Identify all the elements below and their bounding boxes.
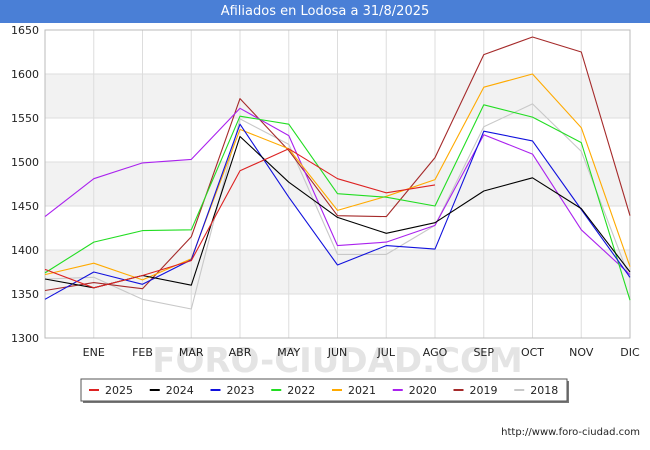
y-tick-label: 1300 (11, 332, 39, 345)
legend-label: 2019 (470, 384, 498, 397)
legend-box (80, 378, 568, 402)
series-line-2021 (44, 73, 631, 281)
series-line-2025 (44, 148, 436, 289)
y-tick-label: 1650 (11, 24, 39, 37)
series-line-2023 (44, 123, 631, 300)
y-tick-label: 1550 (11, 112, 39, 125)
source-url[interactable]: http://www.foro-ciudad.com (501, 427, 640, 438)
x-tick-label: FEB (132, 346, 153, 359)
y-tick-label: 1350 (11, 288, 39, 301)
plot-frame (44, 29, 631, 339)
watermark: FORO-CIUDAD.COM (152, 341, 523, 381)
x-tick-label: MAY (277, 346, 300, 359)
legend-label: 2025 (105, 384, 133, 397)
legend-label: 2020 (409, 384, 437, 397)
legend-label: 2023 (227, 384, 255, 397)
legend-label: 2022 (287, 384, 315, 397)
x-tick-label: ENE (83, 346, 105, 359)
x-tick-label: DIC (620, 346, 640, 359)
chart-title: Afiliados en Lodosa a 31/8/2025 (0, 0, 650, 23)
series-line-2019 (44, 36, 631, 292)
x-tick-label: NOV (569, 346, 594, 359)
y-tick-label: 1600 (11, 68, 39, 81)
y-tick-label: 1450 (11, 200, 39, 213)
series-line-2020 (44, 107, 631, 276)
x-tick-label: JUL (377, 346, 396, 359)
x-tick-label: ABR (229, 346, 252, 359)
series-line-2022 (44, 104, 631, 301)
x-tick-label: SEP (473, 346, 494, 359)
legend-label: 2024 (166, 384, 194, 397)
y-tick-label: 1400 (11, 244, 39, 257)
x-tick-label: MAR (179, 346, 204, 359)
legend-label: 2021 (348, 384, 376, 397)
series-line-2018 (44, 103, 631, 310)
legend-label: 2018 (530, 384, 558, 397)
x-tick-label: OCT (521, 346, 544, 359)
y-tick-label: 1500 (11, 156, 39, 169)
x-tick-label: JUN (327, 346, 348, 359)
x-tick-label: AGO (423, 346, 448, 359)
